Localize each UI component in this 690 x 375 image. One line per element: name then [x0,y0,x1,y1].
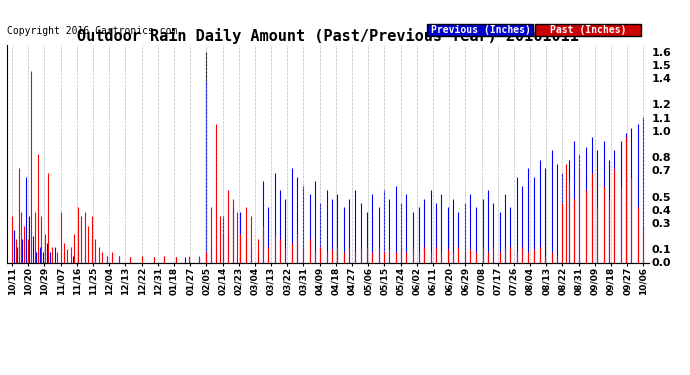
Title: Outdoor Rain Daily Amount (Past/Previous Year) 20161011: Outdoor Rain Daily Amount (Past/Previous… [77,28,579,44]
Text: Copyright 2016 Cartronics.com: Copyright 2016 Cartronics.com [7,26,177,36]
FancyBboxPatch shape [427,24,533,36]
Text: Past (Inches): Past (Inches) [550,25,627,35]
Text: Previous (Inches): Previous (Inches) [431,25,531,35]
FancyBboxPatch shape [535,24,641,36]
